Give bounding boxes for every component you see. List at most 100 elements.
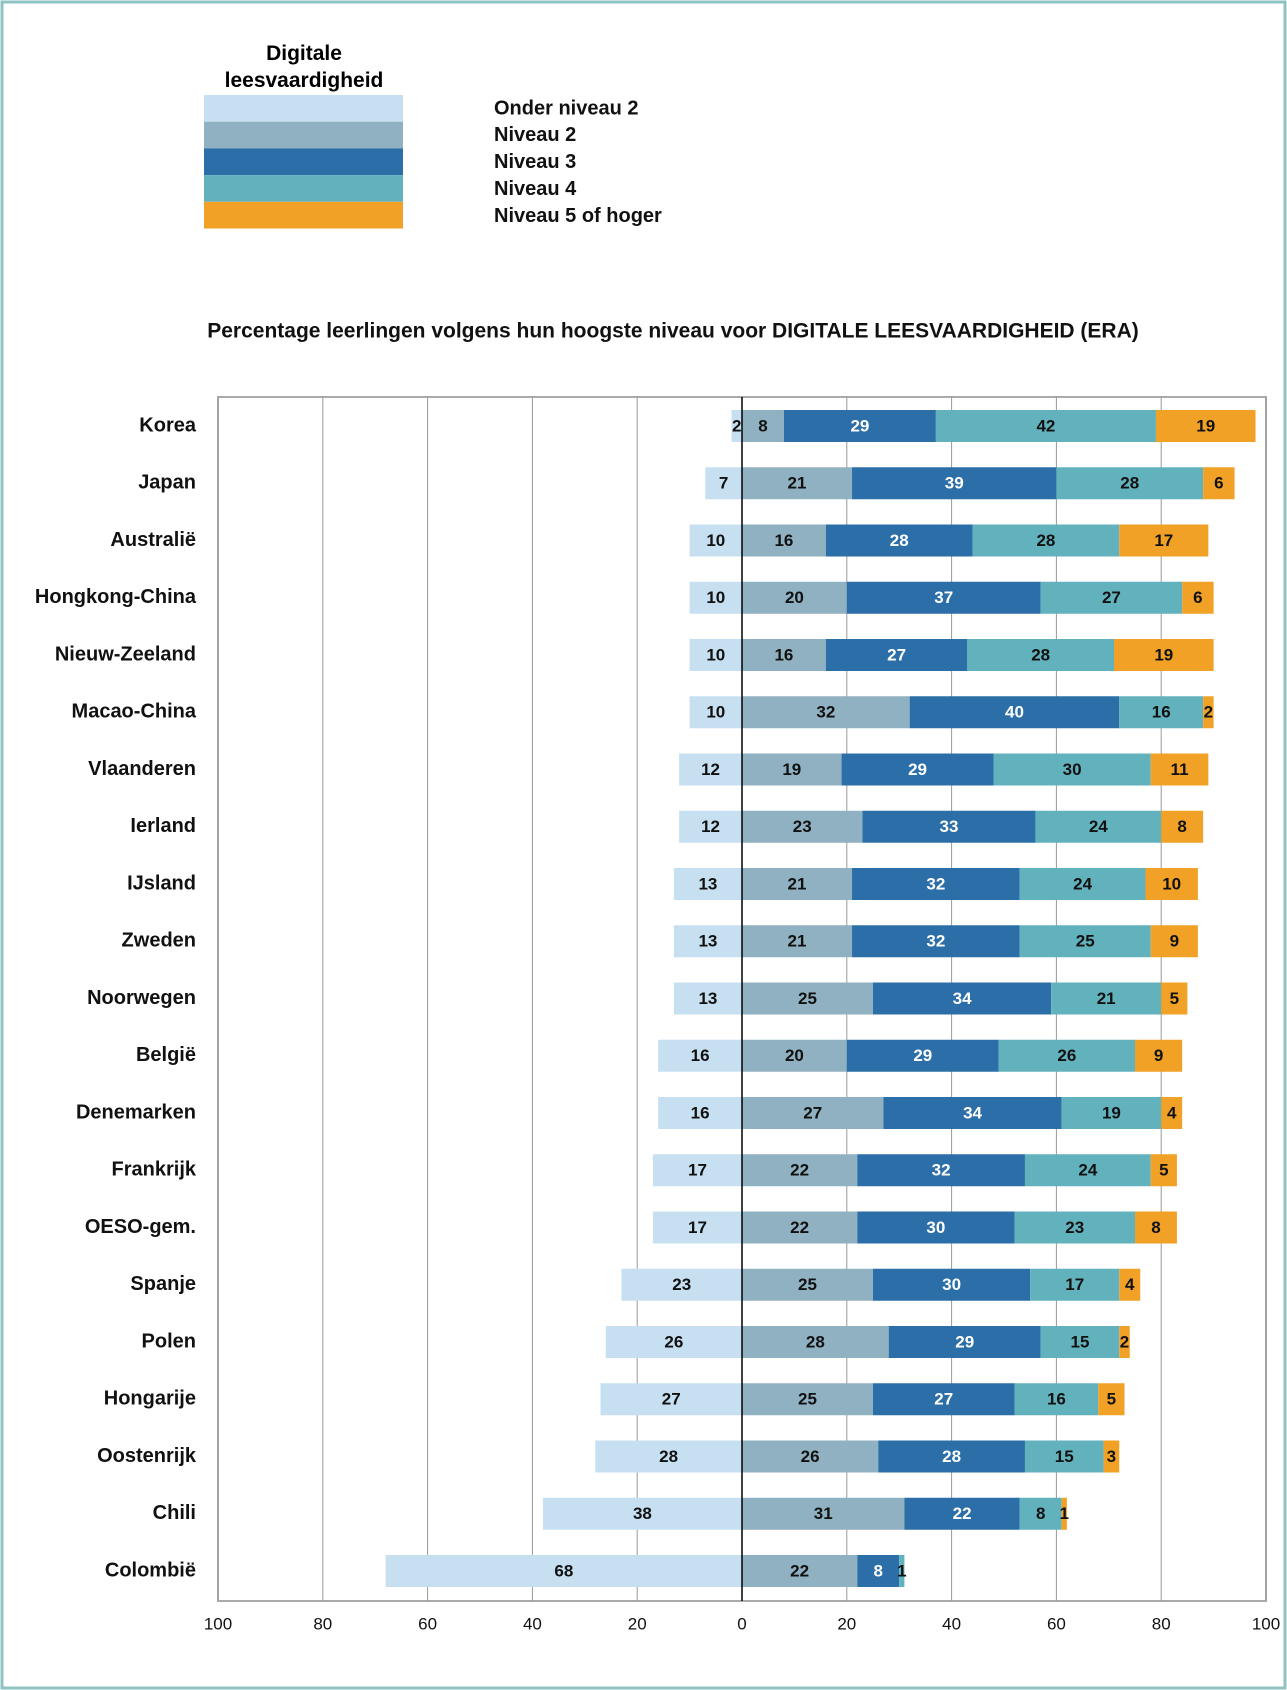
value-label: 16 — [774, 531, 793, 550]
value-label: 16 — [691, 1103, 710, 1122]
y-tick-label: Hongkong-China — [35, 586, 197, 608]
chart-title: Percentage leerlingen volgens hun hoogst… — [207, 320, 1139, 343]
value-label: 9 — [1170, 932, 1179, 951]
bar-segment — [1040, 581, 1183, 614]
bar-segment — [1061, 1497, 1067, 1530]
bar-segment — [862, 810, 1036, 843]
y-tick-label: Australië — [110, 529, 196, 551]
bar-segment — [1150, 1154, 1177, 1187]
bar-segment — [1019, 1497, 1062, 1530]
value-label: 37 — [934, 588, 953, 607]
legend-swatch — [204, 201, 403, 229]
bar-segment — [1119, 1268, 1141, 1301]
bar-segment — [857, 1154, 1025, 1187]
value-label: 34 — [963, 1103, 982, 1122]
bar-segment — [742, 753, 842, 786]
x-tick-label: 40 — [523, 1614, 542, 1633]
value-label: 30 — [926, 1218, 945, 1237]
value-label: 27 — [803, 1103, 822, 1122]
value-label: 10 — [706, 588, 725, 607]
value-label: 10 — [1162, 874, 1181, 893]
legend-swatch — [204, 121, 403, 149]
value-label: 5 — [1159, 1161, 1168, 1180]
bar-segment — [742, 639, 826, 671]
bar-segment — [742, 1497, 905, 1530]
bar-segment — [652, 1154, 742, 1187]
bar-segment — [600, 1383, 742, 1416]
bar-segment — [1014, 1211, 1135, 1244]
value-label: 26 — [801, 1447, 820, 1466]
value-label: 8 — [1177, 817, 1186, 836]
value-label: 19 — [1102, 1103, 1121, 1122]
value-label: 15 — [1055, 1447, 1074, 1466]
x-tick-label: 60 — [1047, 1614, 1066, 1633]
value-label: 19 — [1196, 416, 1215, 435]
value-label: 68 — [554, 1561, 573, 1580]
value-label: 28 — [1120, 474, 1139, 493]
bar-segment — [1150, 925, 1198, 958]
value-label: 29 — [850, 416, 869, 435]
value-label: 25 — [1076, 932, 1095, 951]
bar-segment — [742, 467, 853, 500]
y-tick-label: Ierland — [130, 815, 196, 837]
bar-segment — [742, 410, 784, 442]
bar-segment — [652, 1211, 742, 1244]
bar-segment — [1051, 982, 1162, 1015]
bar-segment — [846, 581, 1041, 614]
value-label: 32 — [816, 703, 835, 722]
bar-segment — [673, 982, 742, 1015]
value-label: 8 — [1036, 1504, 1045, 1523]
value-label: 26 — [1057, 1046, 1076, 1065]
y-tick-label: OESO-gem. — [85, 1216, 196, 1238]
bar-segment — [1155, 410, 1256, 442]
value-label: 10 — [706, 645, 725, 664]
bar-segment — [742, 1326, 889, 1358]
value-label: 38 — [633, 1504, 652, 1523]
value-label: 29 — [913, 1046, 932, 1065]
bar-segment — [1098, 1383, 1125, 1416]
value-label: 30 — [942, 1275, 961, 1294]
bar-segment — [742, 1383, 873, 1416]
bar-segment — [972, 524, 1120, 557]
value-label: 8 — [1151, 1218, 1160, 1237]
value-label: 24 — [1078, 1161, 1097, 1180]
value-label: 27 — [887, 645, 906, 664]
value-label: 2 — [1204, 703, 1213, 722]
x-tick-label: 20 — [837, 1614, 856, 1633]
bar-segment — [1203, 467, 1235, 500]
legend-swatch — [204, 95, 403, 122]
x-tick-label: 20 — [628, 1614, 647, 1633]
value-label: 22 — [790, 1161, 809, 1180]
y-tick-label: Korea — [139, 414, 197, 436]
bar-segment — [825, 524, 973, 557]
bar-segment — [783, 410, 936, 442]
bar-segment — [935, 410, 1156, 442]
x-tick-label: 100 — [204, 1614, 232, 1633]
y-tick-label: Frankrijk — [112, 1159, 197, 1181]
value-label: 28 — [659, 1447, 678, 1466]
value-label: 32 — [926, 932, 945, 951]
value-label: 13 — [698, 932, 717, 951]
bar-segment — [904, 1497, 1020, 1530]
bar-segment — [679, 810, 742, 843]
bar-segment — [1061, 1097, 1162, 1129]
bar-segment — [1119, 696, 1204, 729]
bar-segment — [1161, 982, 1188, 1015]
bar-segment — [967, 639, 1115, 671]
value-label: 4 — [1125, 1275, 1135, 1294]
value-label: 21 — [1097, 989, 1116, 1008]
value-label: 2 — [732, 416, 741, 435]
bar-segment — [873, 1268, 1031, 1301]
bar-segment — [742, 1440, 879, 1473]
bar-segment — [742, 1154, 858, 1187]
value-label: 11 — [1171, 760, 1189, 779]
bar-segment — [742, 1211, 858, 1244]
bar-segment — [841, 753, 994, 786]
value-label: 26 — [664, 1332, 683, 1351]
bar-segment — [899, 1555, 905, 1587]
value-label: 20 — [785, 1046, 804, 1065]
y-tick-label: Spanje — [130, 1273, 196, 1295]
y-tick-label: Hongarije — [104, 1388, 196, 1410]
